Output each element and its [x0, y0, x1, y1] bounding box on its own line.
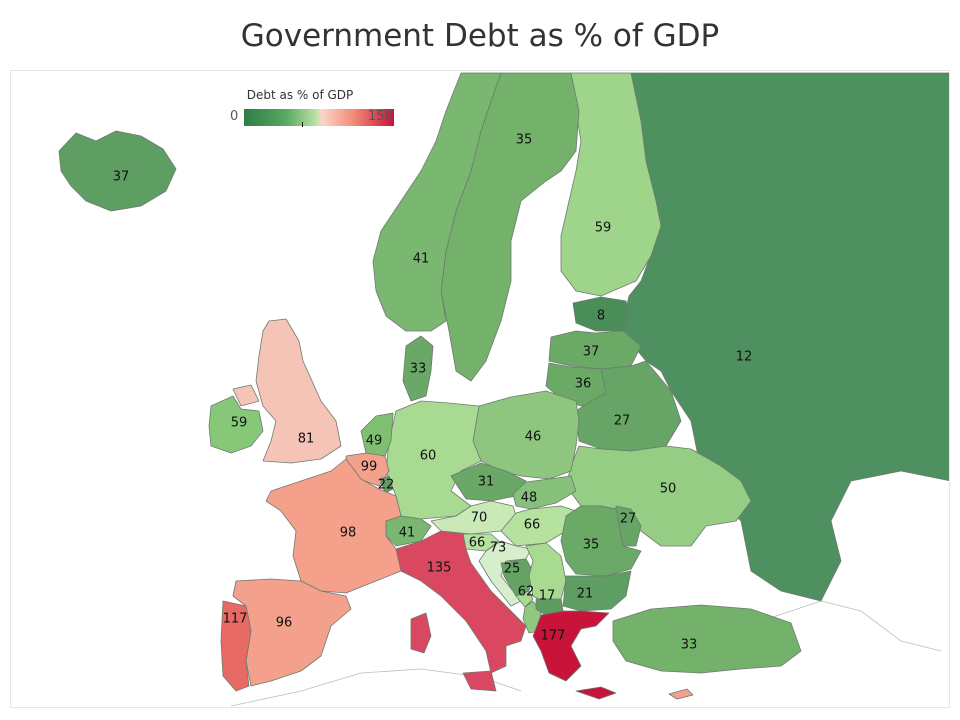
legend-tick-mark	[302, 122, 303, 127]
country-bulgaria[interactable]	[562, 570, 632, 612]
country-greece-crete	[575, 686, 617, 700]
country-latvia[interactable]	[548, 330, 642, 370]
country-denmark[interactable]	[402, 335, 434, 402]
country-value-label: 27	[620, 512, 637, 527]
country-ireland[interactable]	[208, 395, 264, 454]
country-value-label: 50	[660, 482, 677, 497]
country-italy-sicily	[462, 670, 497, 692]
country-value-label: 8	[597, 309, 605, 324]
country-value-label: 70	[471, 511, 488, 526]
country-value-label: 35	[583, 538, 600, 553]
map-title: Government Debt as % of GDP	[240, 18, 720, 54]
country-value-label: 98	[340, 526, 357, 541]
country-estonia[interactable]	[572, 296, 630, 332]
country-value-label: 73	[490, 541, 507, 556]
country-italy[interactable]	[395, 530, 527, 674]
country-value-label: 46	[525, 430, 542, 445]
country-montenegro[interactable]	[515, 590, 534, 608]
country-value-label: 37	[113, 170, 130, 185]
country-value-label: 25	[504, 562, 521, 577]
country-value-label: 21	[577, 587, 594, 602]
country-value-label: 31	[478, 475, 495, 490]
country-value-label: 12	[736, 350, 753, 365]
country-austria[interactable]	[430, 500, 517, 535]
country-value-label: 41	[413, 252, 430, 267]
country-united-kingdom-ni	[232, 384, 260, 407]
country-luxembourg[interactable]	[379, 475, 394, 494]
country-romania[interactable]	[560, 505, 642, 577]
legend-min-label: 0	[230, 109, 239, 124]
country-value-label: 27	[614, 414, 631, 429]
country-value-label: 37	[583, 345, 600, 360]
legend-gradient-bar	[244, 109, 394, 126]
country-value-label: 66	[469, 536, 486, 551]
country-value-label: 41	[399, 526, 416, 541]
country-greece[interactable]	[532, 610, 610, 682]
country-value-label: 60	[420, 449, 437, 464]
middle-east-coast	[760, 600, 942, 652]
country-value-label: 33	[410, 362, 427, 377]
country-italy-sardinia	[410, 612, 432, 654]
country-france[interactable]	[265, 458, 402, 594]
country-cyprus[interactable]	[668, 688, 694, 700]
country-value-label: 22	[378, 478, 395, 493]
country-value-label: 49	[366, 434, 383, 449]
country-value-label: 36	[575, 377, 592, 392]
country-value-label: 48	[521, 491, 538, 506]
country-value-label: 135	[427, 561, 452, 576]
country-value-label: 177	[541, 629, 566, 644]
color-legend: Debt as % of GDP 0 150	[230, 88, 400, 130]
map-area: 12 59 35 41 37 8 37 36 27 50 27 46 33 60 49 99 22 31 48 70 4…	[10, 70, 950, 708]
country-value-label: 117	[223, 612, 248, 627]
country-value-label: 81	[298, 432, 315, 447]
country-iceland[interactable]	[58, 130, 177, 212]
country-value-label: 66	[524, 518, 541, 533]
country-portugal[interactable]	[220, 600, 252, 692]
country-slovakia[interactable]	[512, 475, 577, 510]
country-value-label: 59	[231, 416, 248, 431]
country-value-label: 33	[681, 638, 698, 653]
legend-max-label: 150	[368, 109, 393, 124]
country-value-label: 35	[516, 133, 533, 148]
country-value-label: 59	[595, 221, 612, 236]
country-turkey[interactable]	[612, 604, 802, 674]
country-united-kingdom[interactable]	[255, 318, 342, 464]
country-value-label: 62	[518, 585, 535, 600]
country-value-label: 99	[361, 460, 378, 475]
country-norway[interactable]	[372, 72, 502, 332]
europe-map	[58, 72, 949, 707]
country-value-label: 96	[276, 616, 293, 631]
country-value-label: 17	[539, 589, 556, 604]
legend-title: Debt as % of GDP	[246, 88, 354, 102]
country-finland[interactable]	[560, 72, 662, 297]
